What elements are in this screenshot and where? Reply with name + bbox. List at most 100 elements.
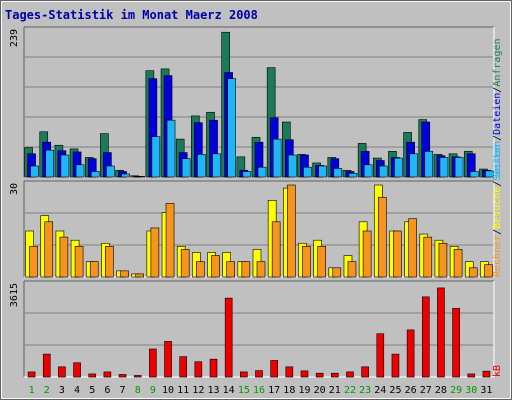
bar-kb-3 xyxy=(58,366,66,378)
bar-kb-1 xyxy=(27,371,36,378)
panel-bottom: 3615 kB xyxy=(9,280,503,378)
x-axis-label-day-16: 16 xyxy=(253,385,265,396)
x-axis-label-day-12: 12 xyxy=(192,385,204,396)
bar-rechner-18 xyxy=(287,184,296,278)
bar-rechner-26 xyxy=(408,218,417,278)
x-axis-label-day-28: 28 xyxy=(435,385,447,396)
bar-rechner-1 xyxy=(29,246,38,278)
x-axis-label-day-24: 24 xyxy=(374,385,386,396)
bar-rechner-3 xyxy=(59,236,69,278)
bar-rechner-24 xyxy=(377,196,387,278)
bar-seiten-28 xyxy=(439,157,449,178)
bar-seiten-2 xyxy=(45,149,55,178)
x-axis-label-day-25: 25 xyxy=(389,385,401,396)
bar-kb-13 xyxy=(209,358,218,378)
x-axis-label-day-15: 15 xyxy=(238,385,250,396)
bar-rechner-9 xyxy=(150,227,160,278)
x-axis-label-day-31: 31 xyxy=(480,385,492,396)
legend-item-seiten: Seiten xyxy=(492,141,503,177)
x-axis-label-day-11: 11 xyxy=(177,385,189,396)
x-axis-labels: 1 2 3 4 5 6 7 8 9 10 11 12 13 14 15 16 17 18 19 20 21 22 23 24 2… xyxy=(29,385,493,396)
y-axis-max-label: 3615 xyxy=(9,283,20,307)
chart-title: Tages-Statistik im Monat Maerz 2008 xyxy=(5,8,258,22)
bar-seiten-13 xyxy=(212,153,221,178)
legend-item-besuche: Besuche xyxy=(492,187,503,229)
chart-panels: 239 Seiten/Dateien/Anfragen30Rechner/Besu… xyxy=(9,26,503,378)
legend-item-rechner: Rechner xyxy=(492,235,503,277)
bar-kb-6 xyxy=(103,371,112,378)
x-axis-label-day-8: 8 xyxy=(135,385,141,396)
legend-middle: Rechner/Besuche/Seiten xyxy=(492,145,503,278)
bar-rechner-21 xyxy=(332,267,342,278)
bar-seiten-26 xyxy=(409,153,418,178)
bar-rechner-12 xyxy=(196,261,205,278)
bar-kb-7 xyxy=(118,374,127,378)
legend-item-kb: kB xyxy=(492,365,503,377)
bar-rechner-14 xyxy=(226,261,235,278)
bar-kb-23 xyxy=(361,366,369,378)
x-axis-label-day-2: 2 xyxy=(44,385,50,396)
bar-seiten-1 xyxy=(30,165,39,178)
bar-seiten-22 xyxy=(348,173,358,178)
legend-separator: / xyxy=(492,181,503,187)
bar-rechner-22 xyxy=(347,261,357,278)
bar-kb-10 xyxy=(164,341,172,378)
bar-rechner-25 xyxy=(393,230,402,278)
panel-top: 239 Seiten/Dateien/Anfragen xyxy=(9,26,503,178)
x-axis-label-day-3: 3 xyxy=(59,385,65,396)
bar-seiten-5 xyxy=(90,171,100,178)
y-axis-max-label: 239 xyxy=(9,29,20,47)
bar-kb-2 xyxy=(42,353,51,378)
bar-seiten-23 xyxy=(363,164,373,178)
bar-rechner-27 xyxy=(423,236,433,278)
legend-item-dateien: Dateien xyxy=(492,93,503,135)
bar-seiten-16 xyxy=(257,166,267,178)
bar-seiten-7 xyxy=(121,173,130,178)
bar-kb-28 xyxy=(437,287,445,378)
bar-kb-21 xyxy=(331,372,339,378)
bar-seiten-14 xyxy=(227,78,236,178)
bar-seiten-17 xyxy=(272,138,282,178)
x-axis-label-day-22: 22 xyxy=(344,385,356,396)
bar-kb-19 xyxy=(300,370,309,378)
bar-rechner-30 xyxy=(468,267,478,278)
bar-seiten-4 xyxy=(75,164,85,178)
bar-rechner-16 xyxy=(256,261,266,278)
x-axis-label-day-9: 9 xyxy=(150,385,156,396)
x-axis-label-day-21: 21 xyxy=(329,385,341,396)
x-axis-label-day-7: 7 xyxy=(120,385,126,396)
bar-kb-20 xyxy=(315,372,324,378)
bar-kb-16 xyxy=(255,370,263,378)
bar-seiten-21 xyxy=(333,168,343,178)
bar-kb-12 xyxy=(194,361,203,378)
bar-seiten-25 xyxy=(394,157,403,178)
legend-top: Seiten/Dateien/Anfragen xyxy=(492,38,503,177)
bar-kb-30 xyxy=(467,373,476,378)
bar-seiten-10 xyxy=(166,119,176,178)
bar-seiten-30 xyxy=(469,171,479,178)
x-axis-label-day-4: 4 xyxy=(74,385,80,396)
x-axis-label-day-30: 30 xyxy=(465,385,477,396)
bar-seiten-11 xyxy=(181,158,191,178)
bar-seiten-27 xyxy=(424,151,434,178)
bar-rechner-20 xyxy=(317,246,326,278)
bar-kb-25 xyxy=(391,353,400,378)
bar-kb-31 xyxy=(482,370,491,378)
x-axis-label-day-17: 17 xyxy=(268,385,280,396)
bar-rechner-19 xyxy=(302,246,311,278)
bar-kb-22 xyxy=(346,371,354,378)
bar-seiten-6 xyxy=(106,165,115,178)
bar-rechner-15 xyxy=(241,261,251,278)
bar-rechner-13 xyxy=(211,255,220,278)
bar-rechner-28 xyxy=(438,242,448,278)
bar-rechner-8 xyxy=(135,273,145,278)
bar-seiten-12 xyxy=(197,154,206,178)
bar-kb-4 xyxy=(73,362,81,378)
bar-rechner-7 xyxy=(120,270,129,278)
legend-separator: / xyxy=(492,229,503,235)
bar-kb-29 xyxy=(452,307,460,378)
legend-item-seiten: Seiten xyxy=(492,145,503,181)
bar-rechner-4 xyxy=(74,246,84,278)
bar-kb-27 xyxy=(421,296,430,378)
